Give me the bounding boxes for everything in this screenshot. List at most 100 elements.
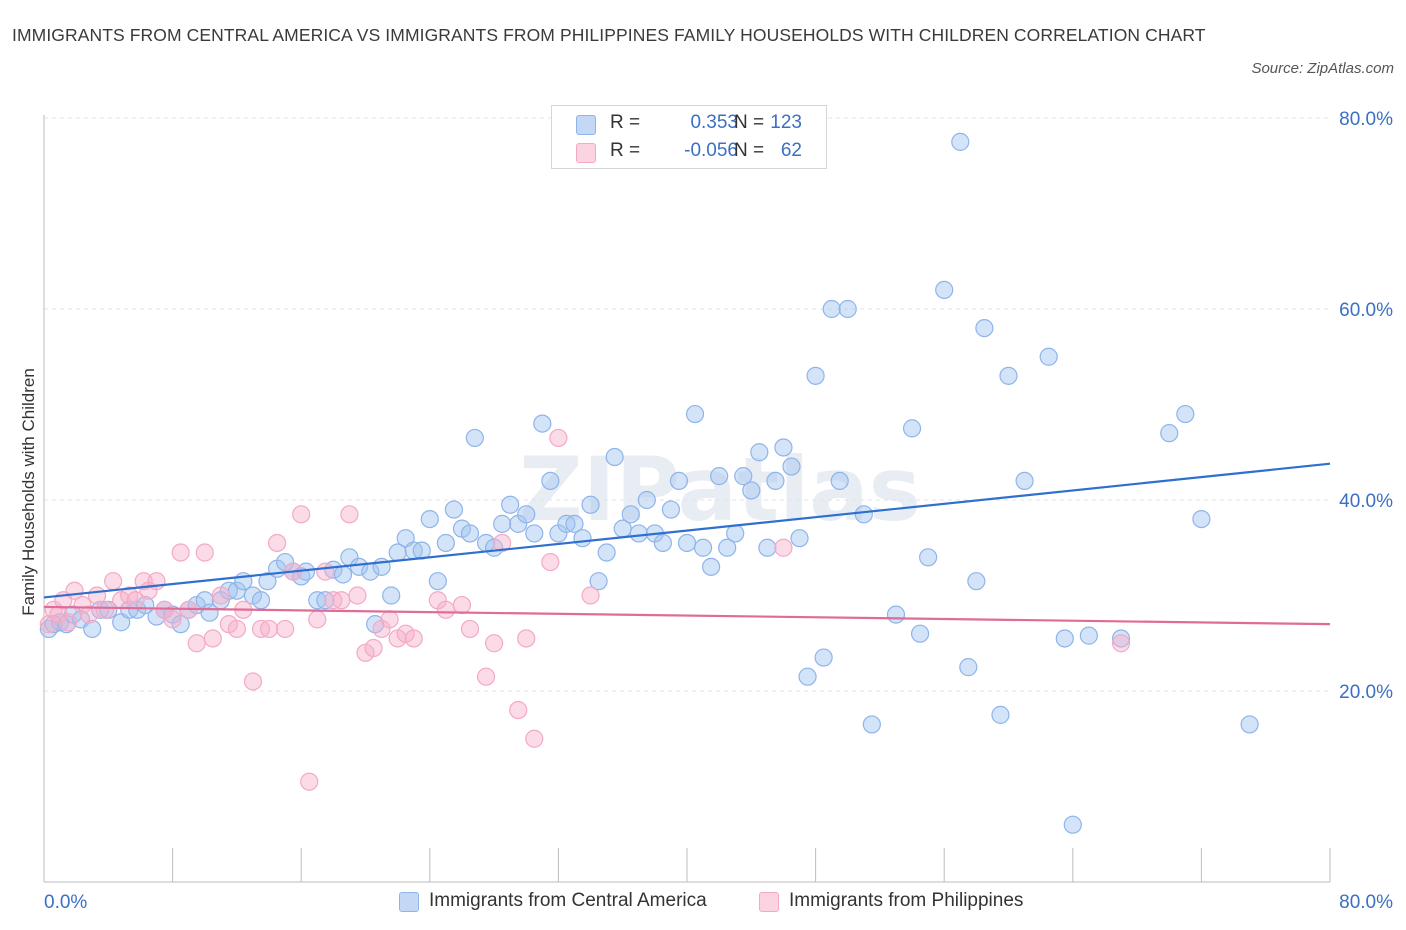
scatter-point <box>134 572 153 591</box>
bottom-legend-swatch-blue <box>399 892 419 912</box>
scatter-point <box>758 538 777 557</box>
scatter-point <box>782 457 801 476</box>
scatter-point <box>822 299 841 319</box>
scatter-point <box>308 610 327 629</box>
scatter-point <box>959 658 978 677</box>
scatter-point <box>549 428 568 448</box>
y-tick-label: 20.0% <box>1339 682 1393 703</box>
y-tick-label: 40.0% <box>1339 491 1393 512</box>
scatter-point <box>902 419 922 438</box>
watermark: ZIPatlas <box>519 438 921 541</box>
bottom-legend-label: Immigrants from Philippines <box>789 890 1024 911</box>
scatter-point <box>104 572 123 591</box>
scatter-point <box>798 667 817 686</box>
scatter-point <box>597 543 616 562</box>
scatter-point <box>734 467 753 486</box>
scatter-point <box>1176 404 1195 424</box>
scatter-point <box>73 595 92 615</box>
scatter-point <box>404 629 423 648</box>
scatter-point <box>1240 715 1259 734</box>
scatter-point <box>493 514 512 533</box>
y-tick-label: 60.0% <box>1339 300 1393 321</box>
scatter-point <box>1015 471 1034 490</box>
chart-source: Source: ZipAtlas.com <box>1251 60 1394 77</box>
scatter-point <box>203 629 222 648</box>
scatter-point <box>1055 629 1074 648</box>
scatter-point <box>886 605 906 624</box>
scatter-point <box>1063 815 1082 834</box>
scatter-point <box>685 404 705 424</box>
scatter-point <box>436 600 455 619</box>
scatter-point <box>95 600 115 619</box>
scatter-point <box>509 700 528 720</box>
scatter-point <box>465 428 484 448</box>
y-tick-label: 80.0% <box>1339 109 1393 130</box>
scatter-point <box>766 471 785 490</box>
axes <box>43 115 1331 883</box>
scatter-point <box>774 538 793 557</box>
scatter-point <box>726 524 745 543</box>
scatter-point <box>227 619 246 639</box>
scatter-point <box>1079 626 1098 645</box>
scatter-point <box>621 505 640 524</box>
scatter-point <box>718 538 737 557</box>
trend-line <box>43 462 1331 599</box>
trend-lines <box>43 462 1331 626</box>
scatter-point <box>629 524 648 543</box>
scatter-point <box>774 438 793 457</box>
scatter-point <box>59 613 78 632</box>
scatter-point <box>444 500 464 519</box>
scatter-point <box>589 572 608 591</box>
scatter-point <box>1111 629 1131 648</box>
scatter-point <box>661 500 681 519</box>
scatter-point <box>493 533 512 553</box>
scatter-point <box>340 505 359 524</box>
legend-r-label: R = <box>610 140 641 161</box>
scatter-point <box>669 471 689 490</box>
scatter-point <box>332 591 351 610</box>
scatter-point <box>348 586 367 605</box>
scatter-point <box>677 533 697 553</box>
scatter-point <box>243 672 263 691</box>
scatter-point <box>693 538 713 557</box>
scatter-point <box>541 552 560 572</box>
scatter-point <box>637 490 656 510</box>
y-axis-label: Family Households with Children <box>19 368 38 616</box>
scatter-point <box>39 615 58 634</box>
scatter-point <box>44 615 63 634</box>
scatter-point <box>476 667 496 686</box>
scatter-point <box>460 524 480 543</box>
legend-swatch-pink <box>576 143 596 163</box>
scatter-point <box>605 447 624 467</box>
legend-r-value: -0.056 <box>684 140 738 161</box>
legend-n-label: N = <box>734 112 765 133</box>
scatter-point <box>517 505 536 524</box>
legend-n-value: 123 <box>770 112 802 133</box>
tick-labels: 20.0% 40.0% 60.0% 80.0% 0.0% 80.0% <box>44 109 1393 913</box>
scatter-point <box>750 443 769 462</box>
scatter-point <box>195 543 214 562</box>
scatter-point <box>573 529 592 548</box>
scatter-point <box>452 595 472 615</box>
scatter-point <box>333 565 353 584</box>
scatter-point <box>910 624 930 643</box>
legend-r-label: R = <box>610 112 641 133</box>
bottom-legend-swatch-pink <box>759 892 779 912</box>
scatter-point <box>428 572 447 591</box>
scatter-point <box>806 366 825 385</box>
scatter-point <box>967 572 986 591</box>
legend-n-label: N = <box>734 140 765 161</box>
scatter-point <box>1039 347 1058 366</box>
scatter-point <box>292 505 311 524</box>
scatter-point <box>999 366 1018 385</box>
scatter-point <box>211 586 230 605</box>
bottom-legend-label: Immigrants from Central America <box>429 890 707 911</box>
scatter-point <box>276 619 295 639</box>
scatter-point <box>517 629 536 648</box>
scatter-point <box>380 610 399 629</box>
stats-legend: R = 0.353 N = 123 R = -0.056 N = 62 <box>551 105 827 169</box>
scatter-point <box>653 533 672 553</box>
scatter-point <box>541 471 560 490</box>
scatter-point <box>814 648 833 667</box>
